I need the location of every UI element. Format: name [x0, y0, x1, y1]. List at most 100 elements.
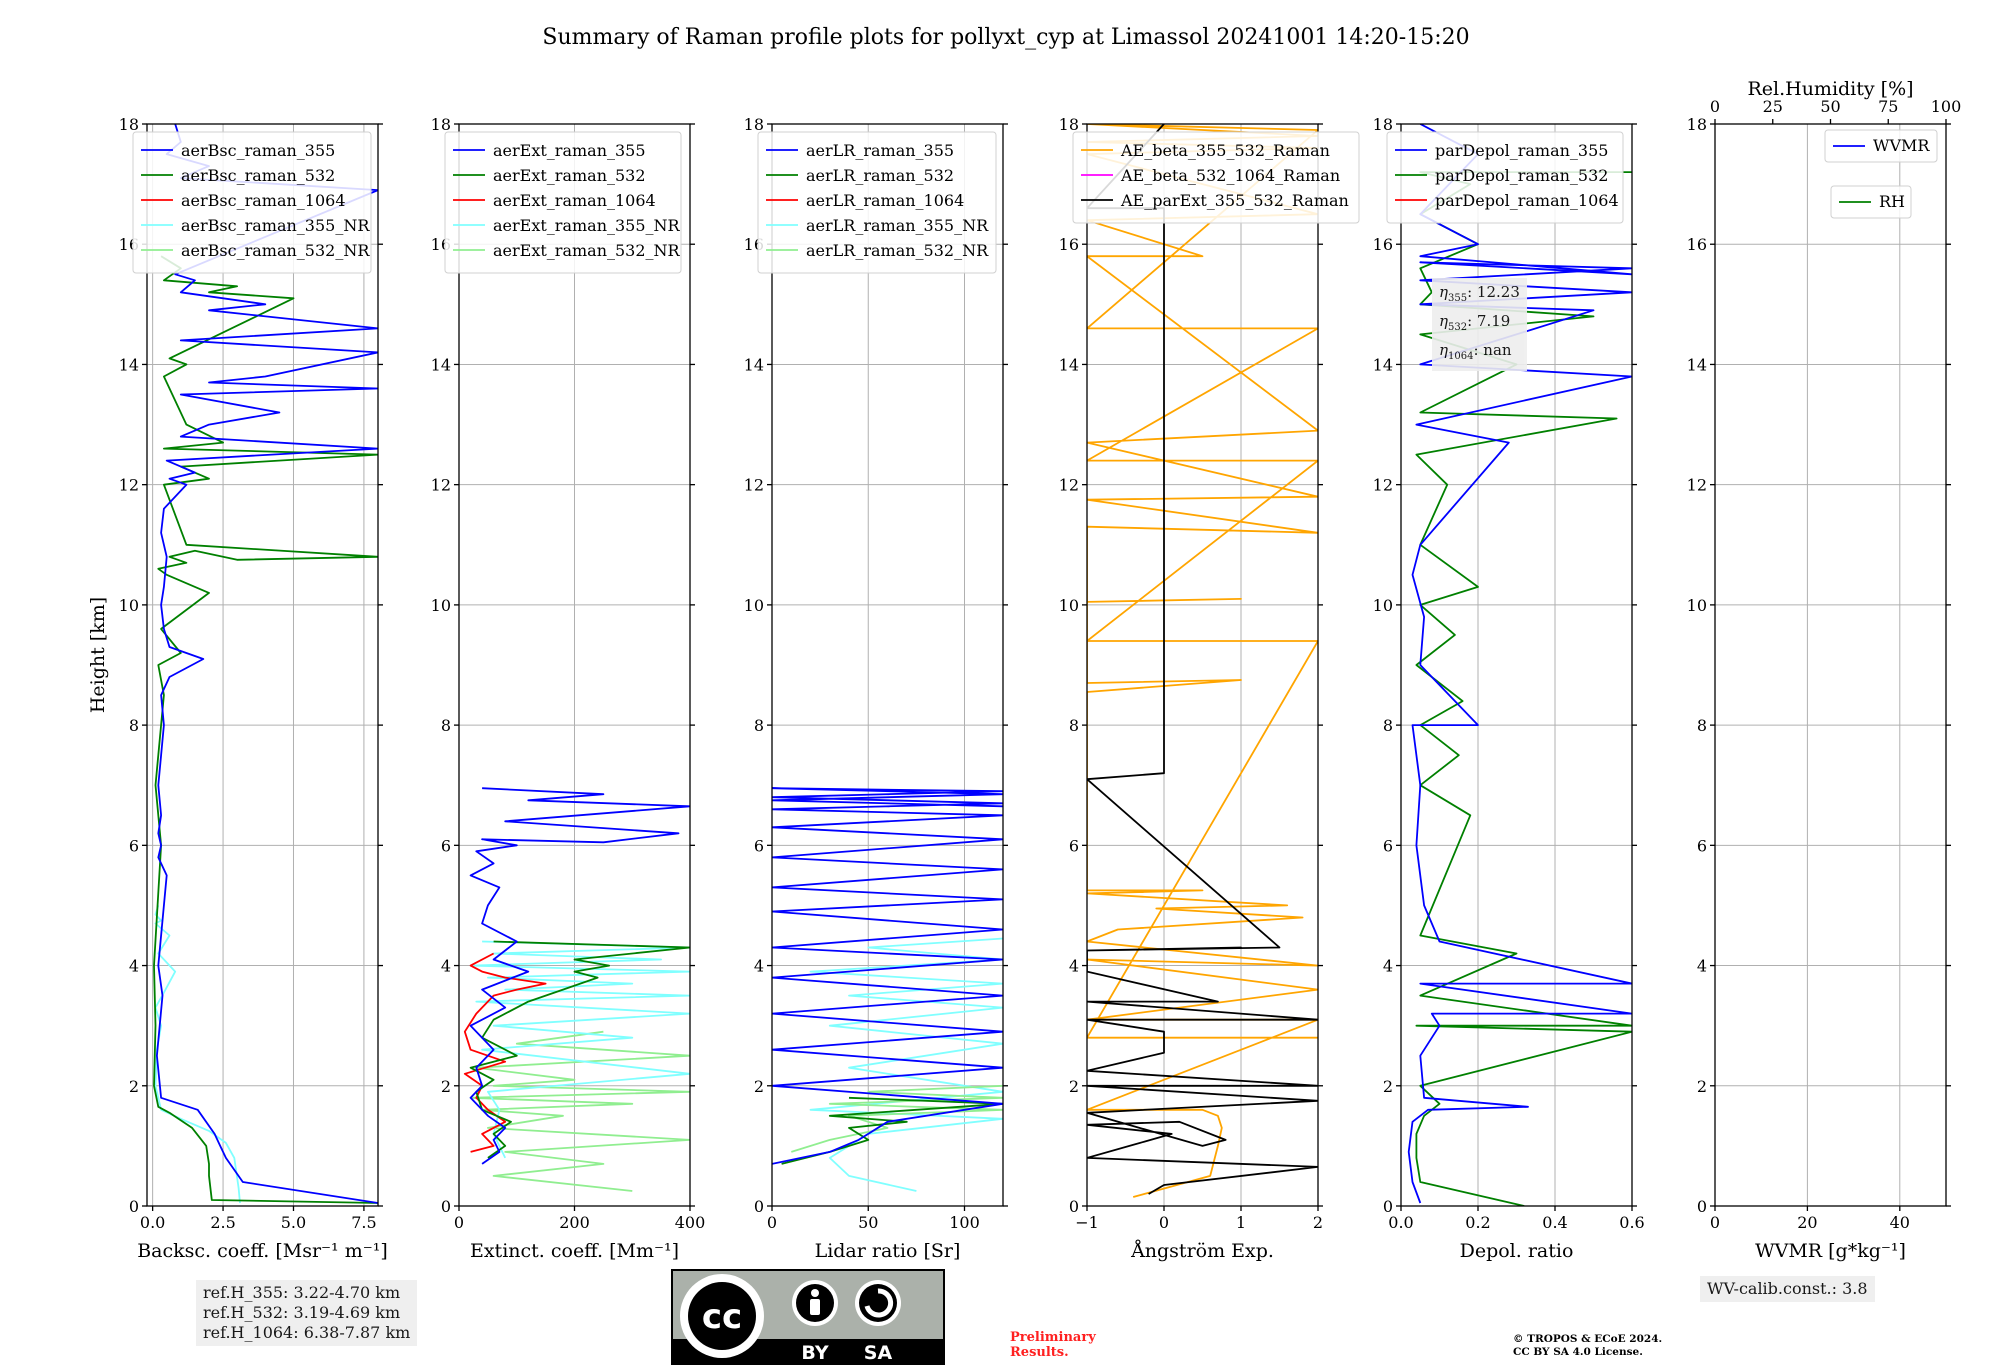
- y-tick-label: 8: [754, 716, 764, 735]
- axes-frame: [1714, 123, 1947, 1207]
- x-tick-label: 0.0: [140, 1213, 165, 1232]
- x-tick-label: 40: [1890, 1213, 1910, 1232]
- by-label: BY: [801, 1342, 828, 1364]
- x-tick-label: 7.5: [351, 1213, 376, 1232]
- legend-label: parDepol_raman_1064: [1435, 191, 1619, 210]
- wv-calib-text: WV-calib.const.: 3.8: [1707, 1279, 1868, 1298]
- y-tick-label: 10: [744, 596, 764, 615]
- y-tick-label: 12: [1373, 476, 1393, 495]
- series-line-aerExt_raman_532_NR: [469, 1030, 690, 1192]
- y-tick-label: 2: [1383, 1077, 1393, 1096]
- y-tick-label: 18: [431, 115, 451, 134]
- by-person-head-icon: [811, 1289, 819, 1297]
- legend-label: AE_beta_532_1064_Raman: [1120, 166, 1340, 185]
- cc-by-sa-license-logo: cc BY SA: [671, 1269, 945, 1365]
- legend-label: parDepol_raman_532: [1435, 166, 1608, 185]
- x-axis-label: Extinct. coeff. [Mm⁻¹]: [470, 1240, 679, 1262]
- legend-label: aerLR_raman_532: [806, 166, 954, 185]
- legend-label: aerExt_raman_1064: [493, 191, 656, 210]
- x-tick-label: 0.6: [1619, 1213, 1644, 1232]
- credit-line-1: © TROPOS & ECoE 2024.: [1513, 1333, 1663, 1345]
- y-tick-label: 14: [119, 355, 139, 374]
- legend-label: aerLR_raman_355: [806, 141, 954, 160]
- y-tick-label: 12: [431, 476, 451, 495]
- y-tick-label: 4: [1383, 957, 1393, 976]
- y-tick-label: 10: [1687, 596, 1707, 615]
- x-axis-label: Lidar ratio [Sr]: [815, 1240, 961, 1262]
- y-axis-label: Height [km]: [87, 597, 109, 713]
- y-tick-label: 16: [1687, 235, 1707, 254]
- eta-532: η532: 7.19: [1439, 312, 1511, 333]
- y-tick-label: 12: [1059, 476, 1079, 495]
- legend-label: aerExt_raman_532_NR: [493, 241, 681, 260]
- x-tick-label: 100: [949, 1213, 980, 1232]
- credit-line-2: CC BY SA 4.0 License.: [1513, 1346, 1643, 1358]
- y-tick-label: 2: [1697, 1077, 1707, 1096]
- legend-label: aerExt_raman_355: [493, 141, 646, 160]
- y-tick-label: 4: [1069, 957, 1079, 976]
- eta-355: η355: 12.23: [1439, 283, 1520, 304]
- y-tick-label: 2: [1069, 1077, 1079, 1096]
- legend-label: parDepol_raman_355: [1435, 141, 1608, 160]
- y-tick-label: 14: [744, 355, 764, 374]
- by-person-body-icon: [810, 1299, 820, 1315]
- x-tick-label: 400: [675, 1213, 706, 1232]
- legend: AE_beta_355_532_Raman AE_beta_532_1064_Ra…: [1072, 131, 1360, 224]
- legend-label: aerBsc_raman_532: [181, 166, 335, 185]
- x-tick-label: 2.5: [210, 1213, 235, 1232]
- legend-label: AE_parExt_355_532_Raman: [1120, 191, 1349, 210]
- axes-frame: [146, 123, 379, 1207]
- top-x-tick-label: 25: [1763, 97, 1783, 116]
- copyright-credit: © TROPOS & ECoE 2024. CC BY SA 4.0 Licen…: [1513, 1333, 1662, 1359]
- x-tick-label: 0.4: [1542, 1213, 1567, 1232]
- y-tick-label: 18: [1373, 115, 1393, 134]
- eta-532-value: 7.19: [1476, 312, 1511, 330]
- y-tick-label: 8: [129, 716, 139, 735]
- y-tick-label: 12: [119, 476, 139, 495]
- ref-height-355: ref.H_355: 3.22-4.70 km: [203, 1283, 401, 1302]
- ref-height-box: ref.H_355: 3.22-4.70 km ref.H_532: 3.19-…: [196, 1280, 418, 1346]
- series-line-aerBsc_raman_355_NR: [154, 905, 241, 1204]
- sa-arrow-icon: [864, 1288, 894, 1318]
- y-tick-label: 18: [119, 115, 139, 134]
- legend-label: aerBsc_raman_532_NR: [181, 241, 370, 260]
- series-group: [772, 787, 1003, 1192]
- x-tick-label: −1: [1075, 1213, 1099, 1232]
- sa-label: SA: [864, 1342, 893, 1364]
- x-tick-label: 0: [1159, 1213, 1169, 1232]
- y-tick-label: 6: [441, 836, 451, 855]
- x-tick-label: 1: [1236, 1213, 1246, 1232]
- y-tick-label: 0: [1697, 1197, 1707, 1216]
- y-tick-label: 10: [431, 596, 451, 615]
- preliminary-line-2: Results.: [1010, 1345, 1069, 1360]
- y-tick-label: 2: [441, 1077, 451, 1096]
- y-tick-label: 18: [744, 115, 764, 134]
- legend-label: WVMR: [1873, 136, 1930, 155]
- cc-text: cc: [702, 1297, 742, 1337]
- y-tick-label: 14: [1687, 355, 1707, 374]
- y-tick-label: 10: [1059, 596, 1079, 615]
- legend-RH: RH: [1830, 185, 1912, 219]
- legend-label: RH: [1879, 192, 1905, 211]
- figure-title: Summary of Raman profile plots for polly…: [542, 25, 1469, 50]
- eta-355-value: 12.23: [1476, 283, 1520, 301]
- series-line-parDepol_raman_355: [1407, 124, 1632, 1204]
- x-tick-label: 0: [767, 1213, 777, 1232]
- series-line-aerExt_raman_355: [469, 787, 690, 1165]
- y-tick-label: 6: [1069, 836, 1079, 855]
- series-line-aerLR_raman_532_NR: [791, 1084, 1003, 1153]
- series-line-AE_beta_355_532_Raman: [1087, 124, 1318, 1198]
- y-tick-label: 8: [1383, 716, 1393, 735]
- legend: aerExt_raman_355 aerExt_raman_532 aerExt_r…: [444, 131, 682, 274]
- y-tick-label: 16: [1373, 235, 1393, 254]
- y-tick-label: 8: [1069, 716, 1079, 735]
- y-tick-label: 8: [1697, 716, 1707, 735]
- y-tick-label: 6: [129, 836, 139, 855]
- legend-box: [757, 131, 997, 274]
- y-tick-label: 18: [1687, 115, 1707, 134]
- eta-1064-value: nan: [1483, 341, 1512, 359]
